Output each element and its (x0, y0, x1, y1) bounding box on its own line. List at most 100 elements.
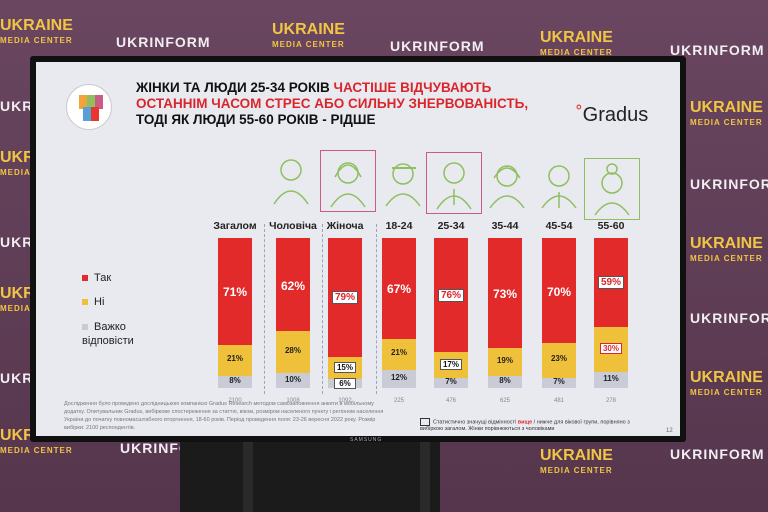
ukrinform-logo: UKRINFORM (670, 42, 765, 58)
bar-value-label: 67% (386, 282, 412, 297)
base-count: 481 (553, 398, 564, 404)
legend-item-tak: Так (82, 272, 111, 284)
person-25-34-icon (426, 152, 482, 214)
page-number: 12 (666, 428, 673, 434)
bar-value-label: 19% (496, 355, 513, 365)
column-label: Чоловіча (269, 220, 317, 232)
ukrinform-logo: UKRINFORM (390, 38, 485, 54)
bar-value-label: 10% (284, 374, 301, 384)
bar-segment-vazhko (488, 376, 522, 388)
person-female-icon (320, 150, 376, 212)
bar-value-label: 28% (284, 346, 301, 355)
bar-value-label: 8% (229, 376, 241, 385)
bar-value-label: 21% (226, 354, 243, 364)
column-label: 55-60 (597, 220, 625, 232)
bar-value-label: 79% (332, 291, 358, 305)
ukrinform-logo: UKRINFORM (670, 446, 765, 462)
bar-value-label: 15% (334, 361, 356, 373)
bar-value-label: 59% (598, 276, 624, 290)
stacked-bar: 70% 23% 7% (542, 238, 576, 388)
bar-segment-ni (218, 344, 252, 376)
person-55-60-icon (584, 158, 640, 220)
stacked-bar: 62% 28% 10% (276, 238, 310, 388)
ukrinform-logo: UKRINFORM (690, 176, 768, 192)
bar-segment-vazhko (594, 371, 628, 388)
bar-value-label: 62% (280, 278, 306, 293)
column-separator (376, 224, 377, 394)
gradus-logo-icon (66, 84, 112, 130)
bar-value-label: 7% (553, 376, 565, 386)
base-count: 278 (605, 398, 616, 404)
column-label: Жіноча (326, 220, 364, 232)
stacked-bar: 73% 19% 8% (488, 238, 522, 388)
bar-segment-vazhko (218, 376, 252, 388)
column-label: Загалом (213, 220, 257, 232)
stacked-bar: 59% 30% 11% (594, 238, 628, 388)
column-label: 45-54 (545, 220, 573, 232)
bar-value-label: 71% (222, 285, 248, 300)
base-count: 2100 (228, 398, 242, 404)
presentation-slide: ЖІНКИ ТА ЛЮДИ 25-34 РОКІВ ЧАСТІШЕ ВІДЧУВ… (36, 62, 680, 436)
slide-title: ЖІНКИ ТА ЛЮДИ 25-34 РОКІВ ЧАСТІШЕ ВІДЧУВ… (136, 80, 529, 127)
base-count: 476 (445, 398, 456, 404)
bar-value-label: 11% (603, 373, 619, 383)
column-label: 35-44 (491, 220, 519, 232)
bar-value-label: 6% (334, 377, 356, 389)
base-count: 1092 (338, 398, 352, 404)
column-separator (264, 224, 265, 394)
bar-segment-vazhko (382, 370, 416, 388)
legend-item-vazhko: Важко відповісти (82, 321, 134, 347)
bar-segment-tak (488, 238, 522, 348)
bar-value-label: 21% (390, 348, 407, 358)
stacked-bar: 76% 17% 7% (434, 238, 468, 388)
tv-brand: SAMSUNG (350, 437, 383, 443)
stacked-bar: 67% 21% 12% (382, 238, 416, 388)
person-18-24-icon (380, 156, 426, 210)
bar-segment-ni (276, 331, 310, 373)
bar-segment-vazhko (542, 377, 576, 388)
bar-segment-ni (542, 343, 576, 378)
stacked-bar: 71% 21% 8% (218, 238, 252, 388)
base-count: 1008 (286, 398, 300, 404)
legend-item-ni: Ні (82, 296, 104, 308)
gradus-brand: ˚Gradus (576, 104, 649, 126)
bar-segment-vazhko (434, 377, 468, 388)
bar-value-label: 17% (440, 358, 462, 370)
bar-segment-ni (488, 347, 522, 376)
tv-stand-leg (243, 442, 253, 512)
column-label: 25-34 (437, 220, 465, 232)
methodology-footnote: Дослідження було проведено дослідницькою… (64, 401, 384, 431)
bar-segment-tak (276, 238, 310, 331)
bar-value-label: 8% (499, 376, 511, 385)
tv-stand (180, 442, 440, 512)
base-count: 225 (393, 398, 404, 404)
stacked-bar: 79% 15% 6% (328, 238, 362, 389)
column-label: 18-24 (385, 220, 413, 232)
bar-value-label: 23% (550, 354, 567, 364)
bar-value-label: 73% (492, 286, 518, 301)
bar-segment-ni (382, 338, 416, 370)
bar-value-label: 70% (546, 284, 572, 299)
bar-segment-tak (218, 238, 252, 345)
bar-segment-vazhko (276, 373, 310, 388)
person-45-54-icon (536, 158, 582, 212)
person-35-44-icon (484, 158, 530, 212)
column-separator (322, 224, 323, 394)
base-count: 625 (499, 398, 510, 404)
bar-segment-tak (542, 238, 576, 343)
ukrinform-logo: UKRINFORM (116, 34, 211, 50)
bar-value-label: 30% (600, 343, 622, 354)
bar-segment-tak (382, 238, 416, 339)
bar-value-label: 12% (390, 373, 407, 382)
person-total-icon (268, 154, 314, 208)
bar-value-label: 76% (438, 289, 464, 302)
ukrinform-logo: UKRINFORM (690, 310, 768, 326)
tv-stand-leg (420, 442, 430, 512)
